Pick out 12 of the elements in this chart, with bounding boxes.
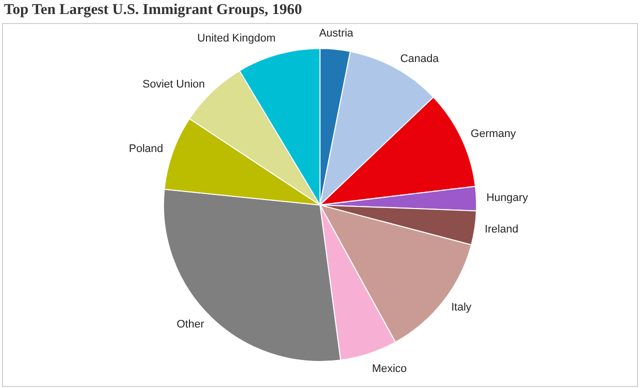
- slice-label: Mexico: [372, 363, 407, 376]
- slice-label: Germany: [470, 128, 516, 140]
- slice-label: Canada: [400, 53, 440, 66]
- chart-title: Top Ten Largest U.S. Immigrant Groups, 1960: [4, 2, 302, 19]
- slice-label: Hungary: [486, 192, 528, 204]
- slice-label: Ireland: [484, 224, 518, 236]
- slice-label: United Kingdom: [197, 32, 276, 45]
- slice-label: Austria: [319, 27, 354, 40]
- slice-label: Other: [176, 318, 204, 331]
- slice-label: Italy: [451, 301, 472, 314]
- slice-label: Poland: [128, 143, 164, 156]
- slice-label: Soviet Union: [142, 78, 205, 91]
